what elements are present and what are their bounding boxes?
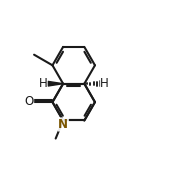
Text: H: H xyxy=(100,77,109,90)
Text: O: O xyxy=(24,95,34,108)
Text: N: N xyxy=(58,118,68,131)
Polygon shape xyxy=(48,81,63,86)
Text: H: H xyxy=(38,77,47,90)
